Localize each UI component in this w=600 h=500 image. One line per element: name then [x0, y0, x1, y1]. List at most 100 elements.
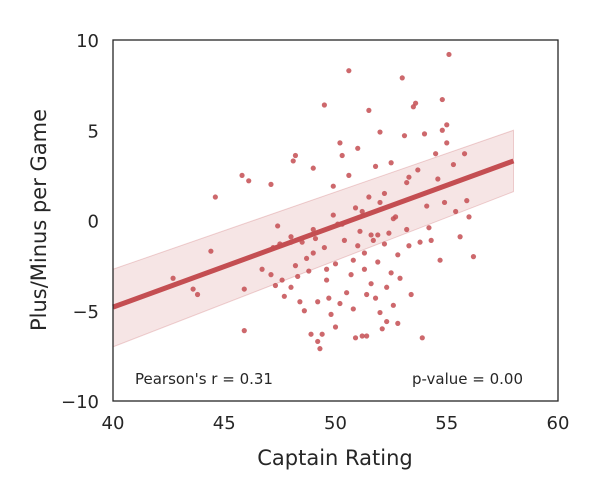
data-point-53 — [350, 257, 356, 263]
data-point-100 — [424, 203, 430, 209]
data-point-123 — [352, 205, 359, 211]
data-point-45 — [337, 140, 343, 146]
data-point-92 — [406, 243, 412, 249]
data-point-95 — [413, 100, 419, 106]
data-point-86 — [395, 320, 401, 326]
data-point-34 — [317, 346, 323, 352]
data-point-52 — [348, 272, 354, 278]
data-point-57 — [355, 243, 361, 249]
data-point-11 — [268, 272, 274, 278]
pearson-annotation: Pearson's r = 0.31 — [135, 370, 273, 388]
data-point-59 — [359, 208, 365, 215]
data-point-116 — [466, 214, 472, 220]
data-point-96 — [415, 167, 421, 173]
data-point-66 — [368, 232, 374, 238]
data-point-25 — [301, 308, 307, 314]
data-point-60 — [361, 250, 368, 256]
data-point-4 — [212, 194, 218, 200]
pvalue-annotation: p-value = 0.00 — [412, 370, 523, 388]
data-point-22 — [295, 273, 301, 280]
data-point-7 — [241, 328, 247, 334]
data-point-111 — [450, 161, 457, 168]
data-point-77 — [381, 241, 388, 247]
data-point-21 — [292, 263, 299, 269]
data-point-51 — [346, 172, 352, 178]
y-tick-label: 10 — [76, 31, 99, 52]
data-point-63 — [364, 333, 370, 339]
data-point-87 — [397, 275, 403, 281]
data-point-82 — [388, 270, 394, 276]
data-point-114 — [461, 151, 468, 157]
data-point-105 — [437, 257, 443, 263]
data-point-54 — [350, 306, 356, 312]
y-tick-label: 0 — [88, 212, 99, 233]
regression-layer — [112, 158, 515, 310]
data-point-102 — [428, 237, 434, 243]
data-point-15 — [279, 277, 285, 283]
data-point-126 — [390, 216, 396, 222]
data-point-79 — [384, 318, 390, 325]
data-point-58 — [357, 228, 363, 234]
data-point-42 — [330, 212, 336, 218]
data-point-107 — [439, 127, 445, 133]
data-point-117 — [470, 254, 477, 260]
data-point-106 — [439, 96, 445, 103]
data-point-85 — [395, 252, 401, 258]
data-point-127 — [406, 174, 412, 180]
data-point-13 — [275, 223, 281, 229]
data-point-10 — [268, 181, 274, 187]
data-point-115 — [464, 198, 470, 204]
data-point-69 — [372, 163, 379, 169]
data-point-47 — [339, 152, 345, 159]
data-point-3 — [208, 248, 214, 254]
data-point-49 — [344, 290, 350, 296]
data-point-90 — [404, 179, 410, 186]
x-tick-label: 55 — [435, 413, 458, 434]
data-point-35 — [319, 331, 325, 337]
data-point-55 — [352, 335, 359, 341]
data-point-16 — [281, 293, 287, 299]
data-point-76 — [381, 190, 388, 197]
data-point-27 — [306, 268, 312, 274]
data-point-61 — [361, 266, 368, 272]
y-tick-label: 5 — [88, 121, 99, 142]
data-point-109 — [444, 140, 450, 146]
y-tick-label: −5 — [72, 302, 99, 323]
data-point-17 — [288, 234, 294, 240]
data-point-30 — [310, 226, 316, 233]
data-point-18 — [288, 284, 294, 290]
data-point-39 — [326, 295, 332, 301]
data-point-99 — [421, 131, 428, 137]
data-point-33 — [315, 338, 321, 345]
data-point-67 — [368, 281, 374, 287]
data-point-1 — [190, 286, 196, 292]
data-point-26 — [303, 255, 310, 262]
data-point-78 — [384, 284, 390, 290]
regression-line — [112, 158, 515, 310]
data-point-89 — [401, 133, 408, 139]
data-point-104 — [435, 176, 441, 182]
data-point-62 — [364, 291, 370, 298]
data-point-19 — [290, 158, 296, 164]
data-point-43 — [332, 261, 339, 267]
data-point-108 — [441, 199, 448, 206]
data-point-97 — [417, 239, 423, 245]
data-point-120 — [359, 333, 365, 339]
data-point-44 — [332, 324, 339, 330]
data-point-68 — [370, 237, 376, 243]
data-point-32 — [315, 299, 321, 305]
y-axis-label: Plus/Minus per Game — [27, 109, 51, 331]
data-point-112 — [453, 208, 459, 215]
data-point-101 — [426, 225, 432, 231]
data-point-110 — [446, 51, 452, 58]
data-point-2 — [194, 291, 201, 298]
x-tick-label: 50 — [324, 413, 347, 434]
data-point-93 — [408, 291, 414, 298]
data-point-80 — [386, 230, 392, 236]
data-point-23 — [297, 299, 303, 305]
data-point-118 — [444, 122, 450, 128]
data-point-41 — [330, 183, 336, 189]
data-point-81 — [388, 160, 394, 166]
data-point-5 — [239, 172, 245, 178]
